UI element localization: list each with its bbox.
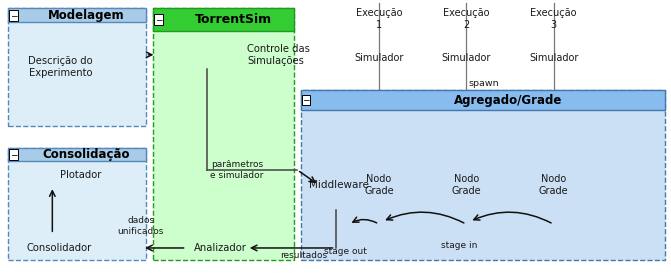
Text: Simulador: Simulador (442, 53, 491, 62)
Text: Controle das
Simulações: Controle das Simulações (247, 44, 310, 65)
Text: spawn: spawn (468, 79, 499, 88)
Text: resultados: resultados (280, 251, 327, 260)
Bar (301, 90, 665, 260)
Text: dados
unificados: dados unificados (117, 216, 164, 236)
Text: parâmetros
e simulador: parâmetros e simulador (210, 160, 264, 179)
Text: Analizador: Analizador (194, 243, 246, 253)
Text: Nodo
Grade: Nodo Grade (452, 174, 481, 196)
Text: −: − (302, 96, 310, 105)
Text: Plotador: Plotador (60, 170, 101, 180)
Text: Nodo
Grade: Nodo Grade (364, 174, 394, 196)
Bar (301, 90, 665, 110)
Text: Simulador: Simulador (529, 53, 578, 62)
Text: stage out: stage out (324, 247, 367, 256)
Text: TorrentSim: TorrentSim (195, 13, 272, 26)
Bar (8, 148, 146, 260)
Text: Simulador: Simulador (354, 53, 404, 62)
Text: −: − (9, 11, 17, 20)
Text: stage in: stage in (442, 241, 478, 250)
Text: Modelagem: Modelagem (48, 9, 125, 22)
Text: Consolidação: Consolidação (43, 148, 130, 161)
Text: −: − (154, 15, 162, 24)
Text: Execução
3: Execução 3 (530, 8, 577, 30)
Text: Consolidador: Consolidador (26, 243, 92, 253)
Bar (8, 148, 146, 161)
Bar (153, 8, 294, 260)
Text: Descrição do
Experimento: Descrição do Experimento (28, 56, 93, 78)
Bar (8, 8, 146, 126)
Text: Agregado/Grade: Agregado/Grade (454, 94, 562, 107)
Text: Nodo
Grade: Nodo Grade (539, 174, 568, 196)
Bar (8, 8, 146, 22)
Text: Execução
2: Execução 2 (443, 8, 490, 30)
Text: Execução
1: Execução 1 (356, 8, 403, 30)
Text: Middleware: Middleware (309, 180, 369, 190)
Text: −: − (9, 150, 17, 159)
Bar (153, 8, 294, 31)
